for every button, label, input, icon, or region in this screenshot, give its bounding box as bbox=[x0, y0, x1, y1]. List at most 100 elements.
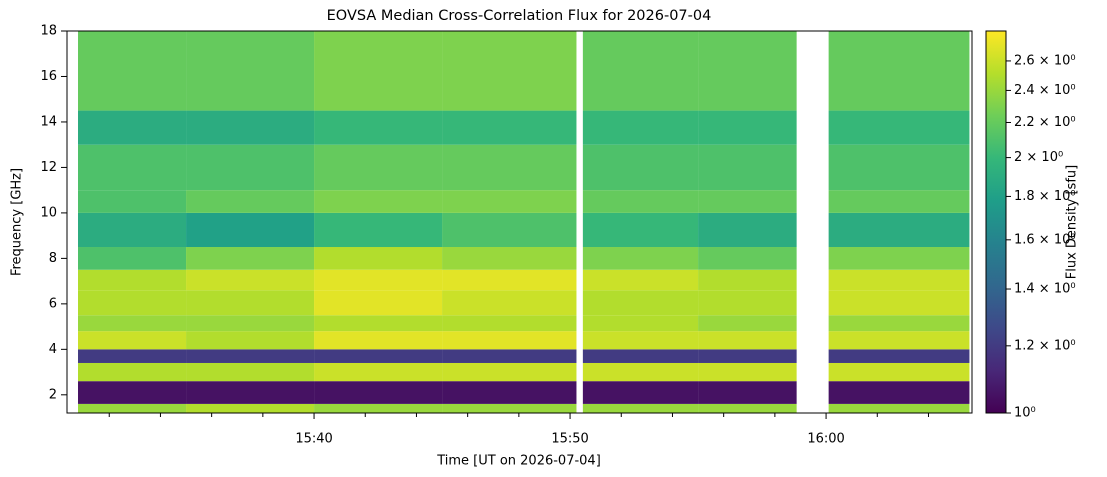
heatmap-cell bbox=[828, 331, 970, 350]
y-tick-label: 2 bbox=[49, 387, 57, 402]
heatmap-cell bbox=[698, 144, 797, 191]
heatmap-cell bbox=[78, 315, 187, 332]
colorbar-label: Flux Density [sfu] bbox=[1065, 165, 1080, 279]
heatmap-cell bbox=[828, 144, 970, 191]
heatmap-cell bbox=[582, 315, 699, 332]
heatmap-cell bbox=[186, 403, 315, 413]
colorbar-tick-label: 2.2 × 10⁰ bbox=[1014, 115, 1076, 130]
heatmap-cell bbox=[828, 110, 970, 145]
colorbar-tick-label: 1.8 × 10⁰ bbox=[1014, 189, 1076, 204]
colorbar-tick-label: 1.6 × 10⁰ bbox=[1014, 232, 1076, 247]
y-tick-label: 16 bbox=[40, 69, 57, 84]
heatmap-cell bbox=[78, 31, 187, 111]
heatmap-cell bbox=[698, 190, 797, 213]
heatmap-cell bbox=[78, 110, 187, 145]
heatmap-cell bbox=[698, 290, 797, 316]
heatmap-cell bbox=[582, 403, 699, 413]
heatmap-cell bbox=[314, 362, 443, 382]
heatmap-cell bbox=[186, 315, 315, 332]
heatmap-cell bbox=[828, 315, 970, 332]
heatmap-cell bbox=[314, 331, 443, 350]
heatmap-cell bbox=[186, 349, 315, 363]
heatmap-cell bbox=[442, 403, 577, 413]
colorbar-tick-label: 2.6 × 10⁰ bbox=[1014, 53, 1076, 68]
heatmap-cell bbox=[78, 403, 187, 413]
heatmap-cell bbox=[442, 31, 577, 111]
heatmap-cell bbox=[828, 381, 970, 404]
x-tick-label: 15:50 bbox=[551, 432, 588, 447]
heatmap-cell bbox=[828, 349, 970, 363]
heatmap-cell bbox=[78, 269, 187, 291]
heatmap-cell bbox=[186, 290, 315, 316]
heatmap-cell bbox=[582, 247, 699, 270]
heatmap-cell bbox=[698, 31, 797, 111]
heatmap-cell bbox=[828, 247, 970, 270]
x-tick-label: 15:40 bbox=[295, 432, 332, 447]
heatmap-cell bbox=[698, 269, 797, 291]
heatmap-cell bbox=[186, 269, 315, 291]
heatmap-cell bbox=[314, 349, 443, 363]
heatmap-cell bbox=[314, 247, 443, 270]
heatmap-cell bbox=[828, 212, 970, 248]
colorbar-tick-label: 10⁰ bbox=[1014, 406, 1036, 421]
heatmap-cell bbox=[78, 349, 187, 363]
heatmap-cell bbox=[442, 212, 577, 248]
heatmap-cell bbox=[314, 381, 443, 404]
chart-title: EOVSA Median Cross-Correlation Flux for … bbox=[327, 8, 712, 24]
colorbar-tick-label: 1.4 × 10⁰ bbox=[1014, 282, 1076, 297]
heatmap-cell bbox=[314, 315, 443, 332]
heatmap-cell bbox=[78, 212, 187, 248]
heatmap-cell bbox=[78, 190, 187, 213]
heatmap-cell bbox=[78, 290, 187, 316]
heatmap-cell bbox=[442, 315, 577, 332]
heatmap-cell bbox=[442, 247, 577, 270]
heatmap-cell bbox=[442, 331, 577, 350]
y-tick-label: 4 bbox=[49, 342, 57, 357]
heatmap-cell bbox=[582, 31, 699, 111]
heatmap-cell bbox=[78, 144, 187, 191]
heatmap-cell bbox=[186, 212, 315, 248]
heatmap-cell bbox=[698, 331, 797, 350]
heatmap-cell bbox=[314, 403, 443, 413]
y-tick-label: 10 bbox=[40, 205, 57, 220]
heatmap-cell bbox=[582, 381, 699, 404]
heatmap-cell bbox=[442, 190, 577, 213]
heatmap-cell bbox=[442, 269, 577, 291]
x-axis-label: Time [UT on 2026-07-04] bbox=[436, 454, 601, 469]
heatmap-cell bbox=[186, 381, 315, 404]
y-tick-label: 8 bbox=[49, 251, 57, 266]
heatmap-cell bbox=[698, 247, 797, 270]
heatmap-cell bbox=[442, 290, 577, 316]
y-tick-label: 14 bbox=[40, 114, 57, 129]
heatmap-cell bbox=[314, 190, 443, 213]
heatmap-cell bbox=[828, 290, 970, 316]
heatmap-cell bbox=[828, 31, 970, 111]
heatmap-cell bbox=[582, 190, 699, 213]
heatmap-cell bbox=[442, 144, 577, 191]
colorbar-tick-label: 2 × 10⁰ bbox=[1014, 150, 1063, 165]
heatmap-cell bbox=[698, 349, 797, 363]
heatmap-cell bbox=[828, 403, 970, 413]
heatmap-cell bbox=[582, 212, 699, 248]
heatmap-cell bbox=[828, 269, 970, 291]
heatmap-cell bbox=[314, 31, 443, 111]
heatmap-cell bbox=[78, 362, 187, 382]
heatmap-cell bbox=[698, 212, 797, 248]
heatmap-cell bbox=[582, 349, 699, 363]
heatmap-cell bbox=[582, 269, 699, 291]
heatmap-cell bbox=[582, 144, 699, 191]
heatmap-cell bbox=[186, 247, 315, 270]
heatmap-cell bbox=[78, 381, 187, 404]
heatmap-cell bbox=[698, 315, 797, 332]
plot-frame bbox=[66, 30, 973, 414]
heatmap-cell bbox=[442, 362, 577, 382]
heatmap-cell bbox=[828, 362, 970, 382]
heatmap-cell bbox=[698, 110, 797, 145]
heatmap-cell bbox=[314, 269, 443, 291]
heatmap-cell bbox=[314, 144, 443, 191]
heatmap-cell bbox=[78, 331, 187, 350]
heatmap-cell bbox=[582, 331, 699, 350]
x-tick-label: 16:00 bbox=[807, 432, 844, 447]
heatmap-cell bbox=[314, 212, 443, 248]
